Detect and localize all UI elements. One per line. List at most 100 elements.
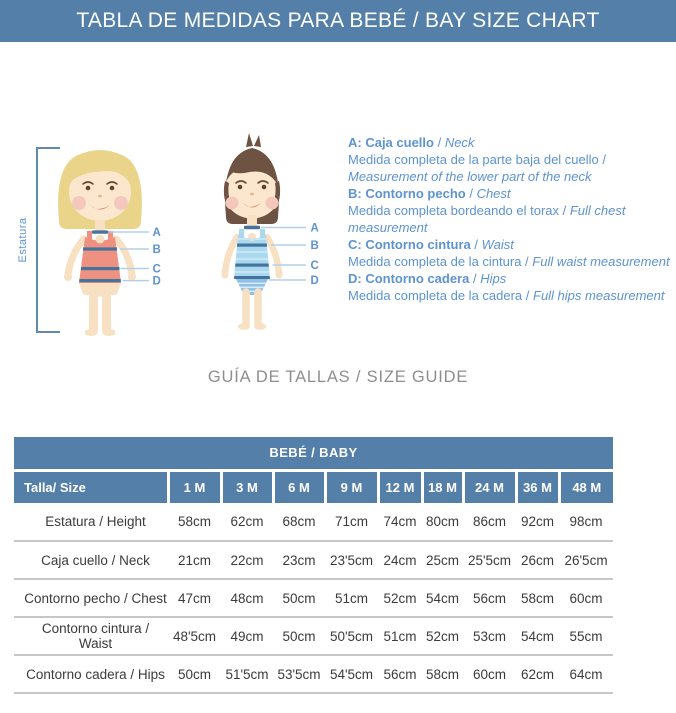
boy-neck-band	[244, 225, 260, 230]
size-value: 86cm	[463, 503, 516, 542]
girl-measure-lines: A B C D	[109, 227, 161, 288]
table-row: Contorno cintura / Waist 48'5cm 49cm 50cm 50…	[14, 617, 614, 656]
size-value: 50'5cm	[325, 617, 378, 656]
legend-item: D: Contorno cadera / Hips Medida completa…	[348, 270, 676, 304]
table-row: Contorno cadera / Hips 50cm 51'5cm 53'5cm 54…	[14, 655, 614, 694]
size-value: 64cm	[559, 655, 614, 694]
size-value: 50cm	[168, 655, 221, 694]
size-value: 52cm	[378, 579, 422, 618]
legend-description: Medida completa bordeando el torax / Ful…	[348, 202, 676, 236]
legend-term-es: C: Contorno cintura	[348, 237, 471, 252]
legend-description-es: Medida completa bordeando el torax /	[348, 203, 570, 218]
size-value: 58cm	[422, 655, 463, 694]
size-value: 26'5cm	[559, 541, 614, 580]
size-value: 92cm	[516, 503, 559, 542]
size-row-header: Talla/ Size	[14, 470, 168, 503]
size-value: 26cm	[516, 541, 559, 580]
row-label: Estatura / Height	[14, 503, 168, 542]
row-label: Contorno cadera / Hips	[14, 655, 168, 694]
height-bracket: Estatura	[17, 147, 60, 333]
legend-description-en: Full chest measurement	[348, 203, 626, 235]
legend-description-en: Full waist measurement	[532, 254, 670, 269]
legend-term-separator: /	[465, 186, 477, 201]
legend-term-separator: /	[433, 135, 445, 150]
size-value: 52cm	[422, 617, 463, 656]
table-row: Caja cuello / Neck 21cm 22cm 23cm 23'5cm 24cm…	[14, 541, 614, 580]
size-value: 58cm	[516, 579, 559, 618]
size-column-header: 18 M	[420, 470, 463, 503]
girl-neck-band	[92, 230, 108, 234]
size-value: 23'5cm	[325, 541, 378, 580]
marker-label-c: C	[311, 260, 319, 272]
marker-label-a: A	[153, 227, 161, 239]
size-value: 60cm	[559, 579, 614, 618]
size-value: 50cm	[273, 579, 325, 618]
legend-description: Medida completa de la cadera / Full hips…	[348, 287, 676, 304]
size-value: 74cm	[378, 503, 422, 542]
page-title: TABLA DE MEDIDAS PARA BEBÉ / BAY SIZE CH…	[76, 9, 600, 32]
size-value: 21cm	[168, 541, 221, 580]
size-guide-heading: GUÍA DE TALLAS / SIZE GUIDE	[207, 368, 469, 386]
legend-term-separator: /	[470, 237, 482, 252]
size-column-header: 48 M	[557, 470, 614, 503]
size-value: 53'5cm	[273, 655, 325, 694]
size-value: 49cm	[221, 617, 273, 656]
size-value: 50cm	[273, 617, 325, 656]
boy-chest-band	[234, 243, 270, 247]
size-value: 24cm	[378, 541, 422, 580]
size-value: 47cm	[168, 579, 221, 618]
legend-term-en: Chest	[476, 186, 511, 201]
size-value: 68cm	[273, 503, 325, 542]
legend-description-en: Full hips measurement	[533, 288, 665, 303]
boy-measure-lines: A B C D	[261, 223, 319, 287]
legend-description: Medida completa de la parte baja del cue…	[348, 151, 676, 185]
legend-term-en: Hips	[480, 271, 507, 286]
size-column-header: 9 M	[323, 470, 378, 503]
size-value: 71cm	[325, 503, 378, 542]
legend-term-es: A: Caja cuello	[348, 135, 434, 150]
size-column-header: 24 M	[461, 470, 516, 503]
size-column-header: 6 M	[271, 470, 325, 503]
legend-term-en: Neck	[444, 135, 475, 150]
girl-hips-band	[79, 279, 121, 283]
kids-illustration: Estatura	[17, 133, 319, 336]
size-value: 23cm	[273, 541, 325, 580]
legend-term-es: B: Contorno pecho	[348, 186, 466, 201]
size-value: 58cm	[168, 503, 221, 542]
legend-item: C: Contorno cintura / Waist Medida comple…	[348, 236, 676, 270]
size-value: 51cm	[378, 617, 422, 656]
girl-figure	[58, 150, 142, 336]
legend-description-es: Medida completa de la parte baja del cue…	[348, 152, 606, 167]
size-value: 25cm	[422, 541, 463, 580]
size-value: 98cm	[559, 503, 614, 542]
legend-description-en: Measurement of the lower part of the nec…	[348, 169, 592, 184]
size-column-header: 36 M	[514, 470, 559, 503]
marker-label-d: D	[311, 275, 319, 287]
size-value: 60cm	[463, 655, 516, 694]
legend-term-separator: /	[469, 271, 481, 286]
height-label: Estatura	[17, 217, 29, 262]
size-value: 48cm	[221, 579, 273, 618]
legend-item: A: Caja cuello / Neck Medida completa de …	[348, 134, 676, 185]
marker-label-b: B	[153, 244, 161, 256]
legend-description: Medida completa de la cintura / Full wai…	[348, 253, 676, 270]
size-value: 53cm	[463, 617, 516, 656]
legend-item: B: Contorno pecho / Chest Medida completa…	[348, 185, 676, 236]
legend-description-es: Medida completa de la cadera /	[348, 288, 533, 303]
girl-chest-band	[83, 247, 117, 251]
row-label: Contorno cintura / Waist	[14, 617, 168, 656]
table-row: Contorno pecho / Chest 47cm 48cm 50cm 51cm 52…	[14, 579, 614, 618]
size-column-header: 1 M	[166, 470, 221, 503]
size-value: 54'5cm	[325, 655, 378, 694]
size-value: 62cm	[221, 503, 273, 542]
marker-label-c: C	[153, 264, 161, 276]
table-group-header-row: BEBÉ / BABY	[14, 437, 614, 472]
size-value: 80cm	[422, 503, 463, 542]
boy-figure	[221, 133, 283, 330]
boy-waist-band	[234, 263, 270, 267]
size-value: 55cm	[559, 617, 614, 656]
marker-label-d: D	[153, 276, 161, 288]
